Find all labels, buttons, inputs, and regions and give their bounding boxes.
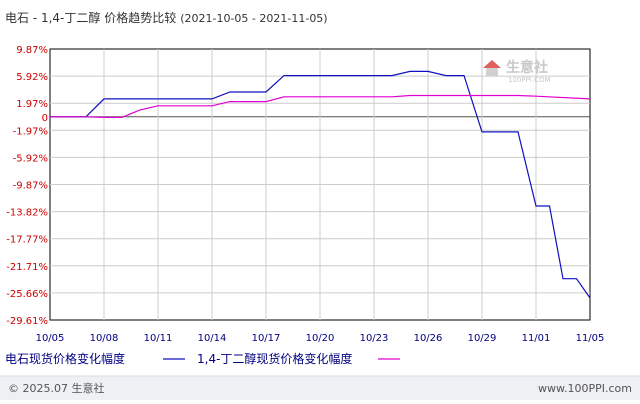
- x-tick-label: 10/08: [90, 333, 119, 344]
- x-tick-label: 10/14: [198, 333, 227, 344]
- x-tick-label: 10/05: [36, 333, 65, 344]
- footer-bar: [0, 376, 640, 400]
- watermark-text: 生意社: [506, 59, 548, 76]
- watermark-house-base-icon: [486, 68, 498, 76]
- y-tick-label: 1.97%: [16, 99, 48, 110]
- y-tick-label: -1.97%: [13, 126, 48, 137]
- x-tick-label: 10/17: [252, 333, 281, 344]
- series-lines: [50, 70, 591, 299]
- y-tick-label: 0: [42, 113, 48, 124]
- y-axis-ticks: 9.87% 5.92% 1.97% 0 -1.97% -5.92% -9.87% -13.82…: [6, 45, 48, 327]
- x-tick-label: 11/01: [522, 333, 551, 344]
- x-tick-label: 10/29: [468, 333, 497, 344]
- y-tick-label: -29.61%: [6, 316, 48, 327]
- series-line-1: [50, 70, 591, 299]
- y-tick-label: 9.87%: [16, 45, 48, 56]
- y-tick-label: -21.71%: [6, 262, 48, 273]
- legend-label-series-1: 电石现货价格变化幅度: [5, 351, 125, 366]
- x-tick-label: 11/05: [576, 333, 605, 344]
- watermark-subtext: 100PPI.COM: [508, 76, 551, 84]
- chart-title-main: 电石 - 1,4-丁二醇 价格趋势比较: [5, 10, 176, 25]
- footer-copyright: © 2025.07 生意社: [8, 381, 104, 395]
- x-tick-label: 10/20: [306, 333, 335, 344]
- y-tick-label: 5.92%: [16, 72, 48, 83]
- grid-lines: [50, 49, 590, 320]
- series-line-2: [50, 94, 591, 119]
- x-tick-label: 10/26: [414, 333, 443, 344]
- y-tick-label: -9.87%: [13, 181, 48, 192]
- chart-date-range: (2021-10-05 - 2021-11-05): [180, 12, 327, 25]
- chart-legend: 电石现货价格变化幅度 1,4-丁二醇现货价格变化幅度: [5, 351, 400, 366]
- watermark-house-icon: [483, 60, 501, 68]
- y-tick-label: -25.66%: [6, 289, 48, 300]
- x-axis-ticks: 10/05 10/08 10/11 10/14 10/17 10/20 10/23 10/26…: [36, 333, 605, 344]
- y-tick-label: -5.92%: [13, 153, 48, 164]
- footer-website-link[interactable]: www.100PPI.com: [538, 382, 632, 395]
- watermark-logo: 生意社 100PPI.COM: [483, 59, 551, 84]
- x-tick-label: 10/11: [144, 333, 173, 344]
- y-tick-label: -13.82%: [6, 208, 48, 219]
- chart-title: 电石 - 1,4-丁二醇 价格趋势比较 (2021-10-05 - 2021-11…: [5, 10, 328, 25]
- y-tick-label: -17.77%: [6, 235, 48, 246]
- legend-label-series-2: 1,4-丁二醇现货价格变化幅度: [197, 351, 352, 366]
- x-tick-label: 10/23: [360, 333, 389, 344]
